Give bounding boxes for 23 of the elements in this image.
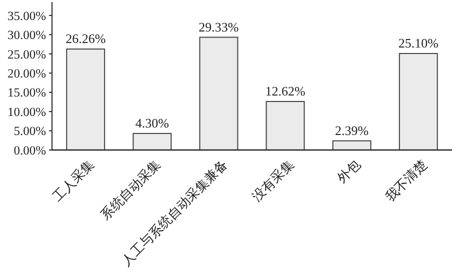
bar [66,48,106,150]
x-tick-label: 没有采集 [249,156,297,204]
bar [132,132,172,150]
bar [266,100,305,150]
y-tick-label: 30.00% [7,28,46,42]
y-tick-label: 20.00% [7,66,46,80]
x-tick-label: 我不清楚 [382,156,430,204]
y-tick-label: 35.00% [7,8,46,23]
x-tick-label: 工人采集 [50,156,97,204]
bar [199,36,238,150]
data-label: 4.30% [135,115,170,130]
bar [398,53,438,150]
data-label: 25.10% [398,36,439,51]
data-label: 2.39% [335,122,369,138]
data-label: 26.26% [66,31,106,46]
y-tick-label: 5.00% [14,124,46,138]
data-label: 12.62% [265,83,306,98]
y-tick-label: 25.00% [7,47,46,62]
x-tick-label: 外包 [334,156,364,186]
y-tick-label: 0.00% [14,143,46,158]
data-label: 29.33% [198,19,239,34]
y-tick-label: 10.00% [7,104,46,119]
y-tick-label: 15.00% [7,86,46,100]
